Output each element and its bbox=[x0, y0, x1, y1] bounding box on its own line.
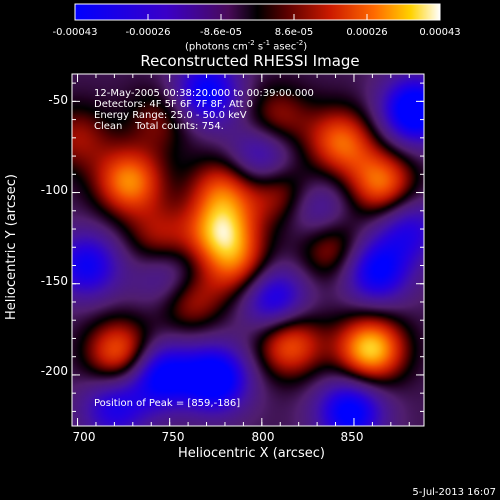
colorbar-ticks bbox=[74, 14, 441, 20]
x-tick-label: 750 bbox=[161, 430, 185, 444]
detectors-annotation: Detectors: 4F 5F 6F 7F 8F, Att 0 bbox=[94, 99, 254, 110]
chart-title: Reconstructed RHESSI Image bbox=[140, 52, 360, 70]
y-axis-label: Heliocentric Y (arcsec) bbox=[4, 174, 19, 320]
peak-annotation: Position of Peak = [859,-186] bbox=[94, 398, 241, 409]
colorbar bbox=[74, 3, 441, 21]
heatmap-image bbox=[72, 74, 424, 426]
x-tick-label: 800 bbox=[251, 430, 275, 444]
axis-ticks bbox=[72, 74, 424, 426]
time-range-annotation: 12-May-2005 00:38:20.000 to 00:39:00.000 bbox=[94, 88, 314, 99]
colorbar-tick-label: -8.6e-05 bbox=[200, 27, 242, 38]
colorbar-tick-label: 0.00026 bbox=[346, 27, 388, 38]
colorbar-tick-label: 8.6e-05 bbox=[274, 27, 314, 38]
colorbar-tick-label: -0.00043 bbox=[52, 27, 98, 38]
colorbar-tick-label: -0.00026 bbox=[125, 27, 171, 38]
colorbar-tick-label: 0.00043 bbox=[419, 27, 461, 38]
y-tick-label: -200 bbox=[40, 364, 68, 378]
energy-annotation: Energy Range: 25.0 - 50.0 keV bbox=[94, 110, 247, 121]
y-tick-label: -50 bbox=[48, 93, 68, 107]
clean-annotation: Clean Total counts: 754. bbox=[94, 121, 224, 132]
x-tick-label: 700 bbox=[72, 430, 96, 444]
y-tick-label: -150 bbox=[40, 274, 68, 288]
plot-frame bbox=[71, 73, 425, 427]
x-axis-label: Heliocentric X (arcsec) bbox=[178, 446, 325, 461]
x-tick-label: 850 bbox=[340, 430, 364, 444]
y-tick-label: -100 bbox=[40, 183, 68, 197]
timestamp: 5-Jul-2013 16:07 bbox=[412, 487, 496, 498]
colorbar-unit-label: (photons cm-2 s-1 asec-2) bbox=[185, 39, 308, 53]
